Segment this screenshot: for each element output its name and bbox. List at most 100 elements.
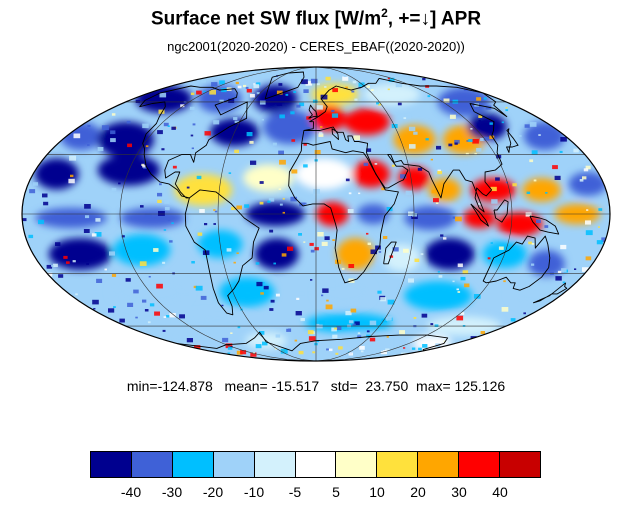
graticule xyxy=(22,66,610,362)
field-speckle-cell xyxy=(68,178,75,184)
field-speckle-cell xyxy=(42,193,48,198)
field-speckle-cell xyxy=(144,309,149,312)
field-speckle-cell xyxy=(411,347,416,350)
field-speckle-cell xyxy=(328,348,333,352)
field-patch xyxy=(34,158,79,190)
coastline xyxy=(288,141,399,284)
field-speckle-cell xyxy=(141,163,145,166)
field-speckle-cell xyxy=(597,226,600,228)
field-speckle-cell xyxy=(525,212,532,217)
field-speckle-cell xyxy=(420,253,424,256)
field-speckle-cell xyxy=(455,216,462,222)
field-speckle-cell xyxy=(480,137,485,142)
field-speckle-cell xyxy=(585,256,592,261)
coastline xyxy=(506,128,519,153)
field-speckle-cell xyxy=(163,229,167,231)
field-speckle-cell xyxy=(490,242,493,244)
field-speckle-cell xyxy=(334,327,338,330)
coastline xyxy=(532,282,568,304)
field-speckle-cell xyxy=(483,97,487,100)
field-speckle-cell xyxy=(296,297,300,300)
field-patch xyxy=(35,207,107,229)
field-speckle-cell xyxy=(93,290,98,294)
field-speckle-cell xyxy=(303,202,307,205)
statistics-line: min=-124.878 mean= -15.517 std= 23.750 m… xyxy=(126,378,506,394)
field-speckle-cell xyxy=(457,263,463,268)
coastline xyxy=(383,241,397,265)
field-speckle-cell xyxy=(405,190,413,196)
field-speckle-cell xyxy=(352,323,356,326)
field-speckle-cell xyxy=(110,138,116,143)
field-patch xyxy=(428,178,461,202)
field-speckle-cell xyxy=(282,198,285,200)
map-border xyxy=(21,66,611,362)
field-speckle-cell xyxy=(127,302,134,307)
field-speckle-cell xyxy=(158,109,165,114)
field-speckle-cell xyxy=(440,234,444,237)
field-speckle-cell xyxy=(325,76,331,81)
field-speckle-cell xyxy=(285,93,289,96)
field-speckle-cell xyxy=(437,170,443,175)
field-speckle-cell xyxy=(412,213,418,217)
field-speckle-cell xyxy=(366,85,370,88)
field-speckle-cell xyxy=(237,326,241,329)
field-speckle-cell xyxy=(476,148,482,152)
field-speckle-cell xyxy=(233,123,240,128)
field-speckle-cell xyxy=(148,276,151,278)
field-speckle-cell xyxy=(211,82,218,87)
field-speckle-cell xyxy=(204,131,211,136)
field-speckle-cell xyxy=(354,98,358,101)
field-patch xyxy=(509,277,566,307)
field-speckle-cell xyxy=(125,278,131,282)
field-speckle-cell xyxy=(195,285,203,291)
field-speckle-cell xyxy=(320,94,328,100)
field-speckle-cell xyxy=(463,162,468,166)
field-speckle-cell xyxy=(166,315,170,318)
field-speckle-cell xyxy=(314,150,321,155)
field-speckle-cell xyxy=(186,338,193,343)
field-speckle-cell xyxy=(55,242,61,246)
coastline xyxy=(139,85,248,199)
field-speckle-cell xyxy=(314,247,319,251)
field-speckle-cell xyxy=(462,270,469,275)
field-speckle-cell xyxy=(159,92,167,98)
field-speckle-cell xyxy=(234,120,240,124)
field-speckle-cell xyxy=(293,91,297,93)
coastline xyxy=(493,199,509,223)
field-speckle-cell xyxy=(411,214,418,219)
field-speckle-cell xyxy=(377,290,382,294)
field-speckle-cell xyxy=(533,179,537,182)
field-speckle-cell xyxy=(286,328,292,332)
field-speckle-cell xyxy=(96,278,103,283)
field-speckle-cell xyxy=(161,148,165,151)
field-patch xyxy=(295,158,353,190)
field-speckle-cell xyxy=(491,199,498,204)
coastline xyxy=(482,235,551,291)
field-speckle-cell xyxy=(579,179,584,182)
field-speckle-cell xyxy=(164,200,170,204)
field-speckle-cell xyxy=(598,208,603,211)
field-speckle-cell xyxy=(357,335,362,339)
field-speckle-cell xyxy=(383,236,388,239)
map-subtitle: ngc2001(2020-2020) - CERES_EBAF((2020-20… xyxy=(167,39,465,54)
field-speckle-cell xyxy=(392,247,399,252)
field-speckle-cell xyxy=(422,78,426,81)
field-speckle-cell xyxy=(318,133,324,137)
field-speckle-cell xyxy=(85,215,90,219)
field-speckle-cell xyxy=(560,244,567,250)
field-speckle-cell xyxy=(601,237,609,243)
field-speckle-cell xyxy=(449,114,456,119)
field-patch xyxy=(404,281,473,311)
coastlines xyxy=(139,71,568,352)
field-speckle-cell xyxy=(203,90,206,93)
field-speckle-cell xyxy=(118,182,121,185)
field-speckle-cell xyxy=(586,209,589,211)
field-speckle-cell xyxy=(585,220,591,225)
field-speckle-cell xyxy=(260,292,264,295)
field-speckle-cell xyxy=(559,150,563,153)
field-speckle-cell xyxy=(414,258,420,262)
colorbar-box xyxy=(500,452,540,477)
field-speckle-cell xyxy=(526,191,531,194)
field-speckle-cell xyxy=(126,120,131,124)
field-patch xyxy=(568,172,607,196)
